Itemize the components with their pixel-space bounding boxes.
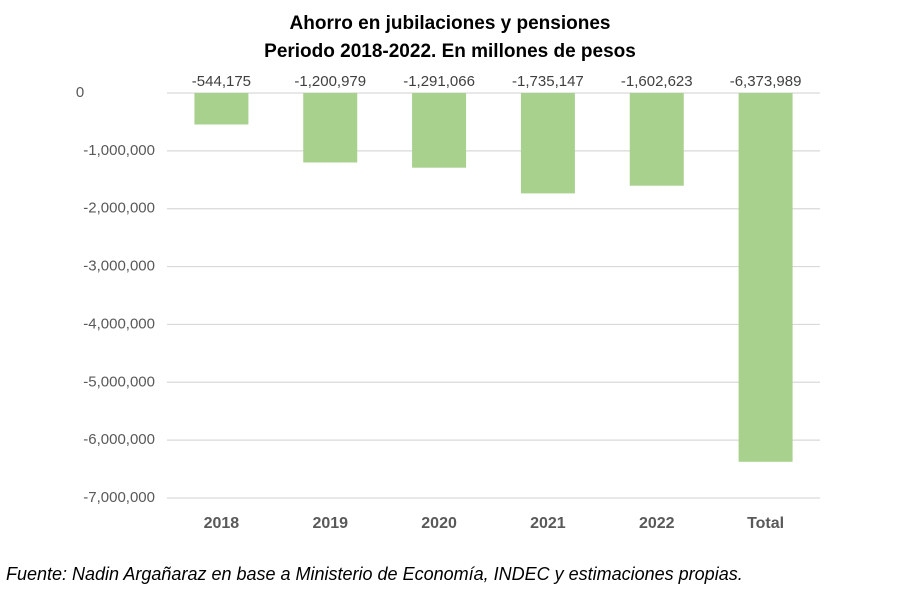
y-tick-label: -7,000,000: [83, 489, 155, 506]
y-tick-label: -3,000,000: [83, 258, 155, 275]
bar: [629, 93, 684, 186]
bar: [520, 93, 575, 194]
value-label: -544,175: [192, 73, 251, 90]
x-tick-label: Total: [747, 515, 784, 532]
y-tick-label: -6,000,000: [83, 431, 155, 448]
y-tick-label: -5,000,000: [83, 373, 155, 390]
y-tick-label: -2,000,000: [83, 200, 155, 217]
x-tick-label: 2019: [312, 515, 348, 532]
x-tick-label: 2021: [530, 515, 566, 532]
bar: [303, 93, 358, 163]
value-label: -1,200,979: [294, 73, 366, 90]
source-note: Fuente: Nadin Argañaraz en base a Minist…: [6, 564, 743, 584]
x-tick-label: 2018: [204, 515, 240, 532]
x-tick-label: 2020: [421, 515, 457, 532]
value-label: -1,291,066: [403, 73, 475, 90]
chart-title: Ahorro en jubilaciones y pensiones: [290, 13, 611, 34]
y-tick-label: -4,000,000: [83, 315, 155, 332]
y-tick-label: -1,000,000: [83, 142, 155, 159]
chart-subtitle: Periodo 2018-2022. En millones de pesos: [264, 41, 636, 62]
bar: [738, 93, 793, 462]
bar: [194, 93, 249, 125]
value-label: -6,373,989: [730, 73, 802, 90]
value-label: -1,602,623: [621, 73, 693, 90]
value-label: -1,735,147: [512, 73, 584, 90]
x-tick-label: 2022: [639, 515, 675, 532]
bar: [412, 93, 467, 168]
y-tick-label: 0: [76, 84, 84, 101]
